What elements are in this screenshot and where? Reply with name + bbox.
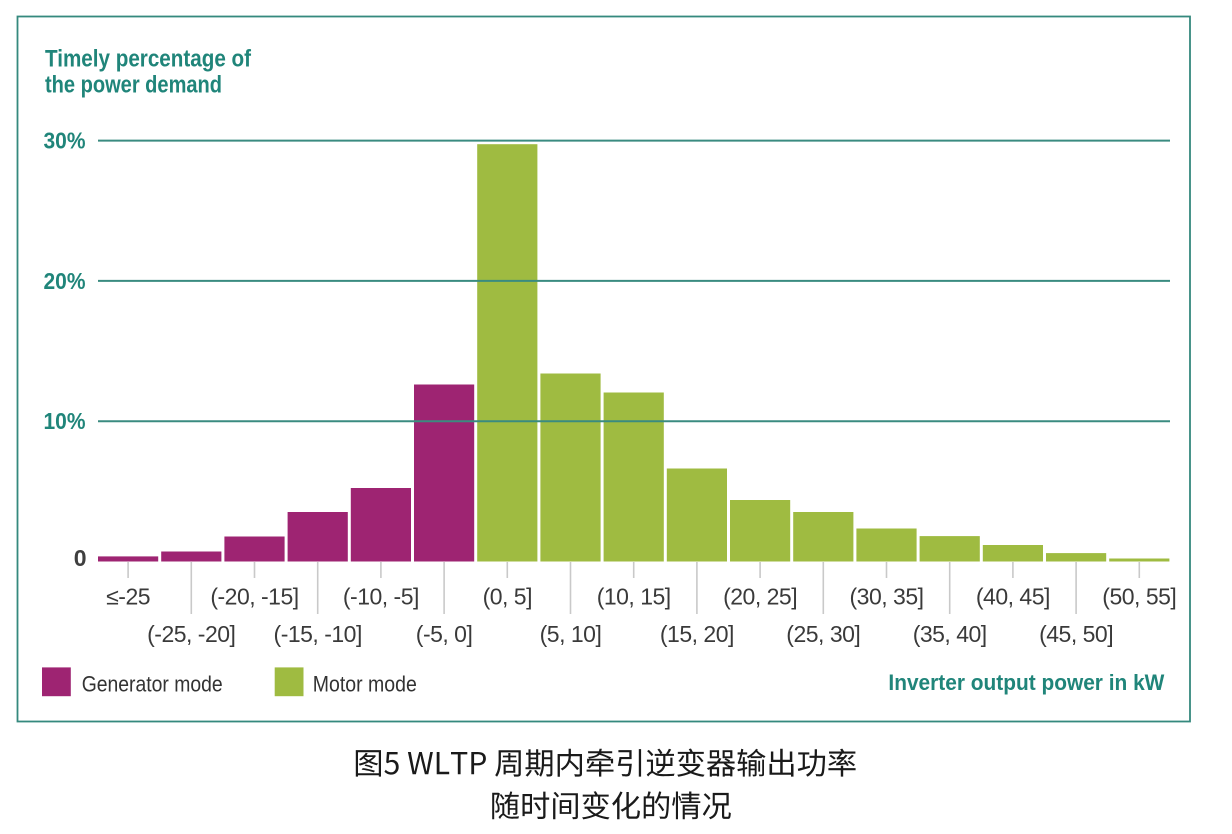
svg-text:the power demand: the power demand bbox=[45, 72, 222, 99]
svg-text:Timely percentage of: Timely percentage of bbox=[45, 45, 252, 72]
svg-text:(15, 20]: (15, 20] bbox=[660, 621, 734, 647]
svg-text:Inverter output power in kW: Inverter output power in kW bbox=[888, 670, 1164, 695]
svg-text:10%: 10% bbox=[44, 408, 86, 434]
svg-text:Generator mode: Generator mode bbox=[82, 672, 223, 697]
svg-text:(20, 25]: (20, 25] bbox=[723, 584, 797, 610]
svg-text:20%: 20% bbox=[44, 268, 86, 294]
svg-text:(-25, -20]: (-25, -20] bbox=[147, 621, 235, 647]
svg-text:(30, 35]: (30, 35] bbox=[850, 584, 924, 610]
svg-text:(35, 40]: (35, 40] bbox=[913, 621, 987, 647]
svg-text:(45, 50]: (45, 50] bbox=[1039, 621, 1113, 647]
svg-text:(-10, -5]: (-10, -5] bbox=[343, 584, 419, 610]
svg-text:(5, 10]: (5, 10] bbox=[540, 621, 602, 647]
svg-text:30%: 30% bbox=[44, 128, 86, 154]
svg-text:(40, 45]: (40, 45] bbox=[976, 584, 1050, 610]
svg-text:0: 0 bbox=[74, 545, 87, 571]
svg-text:Motor mode: Motor mode bbox=[313, 672, 417, 697]
svg-text:(25, 30]: (25, 30] bbox=[786, 621, 860, 647]
svg-text:(-15, -10]: (-15, -10] bbox=[274, 621, 362, 647]
svg-text:(0, 5]: (0, 5] bbox=[483, 584, 532, 610]
svg-text:(-20, -15]: (-20, -15] bbox=[210, 584, 298, 610]
svg-text:(10, 15]: (10, 15] bbox=[597, 584, 671, 610]
svg-text:≤-25: ≤-25 bbox=[106, 584, 150, 610]
svg-text:(-5, 0]: (-5, 0] bbox=[416, 621, 473, 647]
svg-text:(50, 55]: (50, 55] bbox=[1102, 584, 1176, 610]
